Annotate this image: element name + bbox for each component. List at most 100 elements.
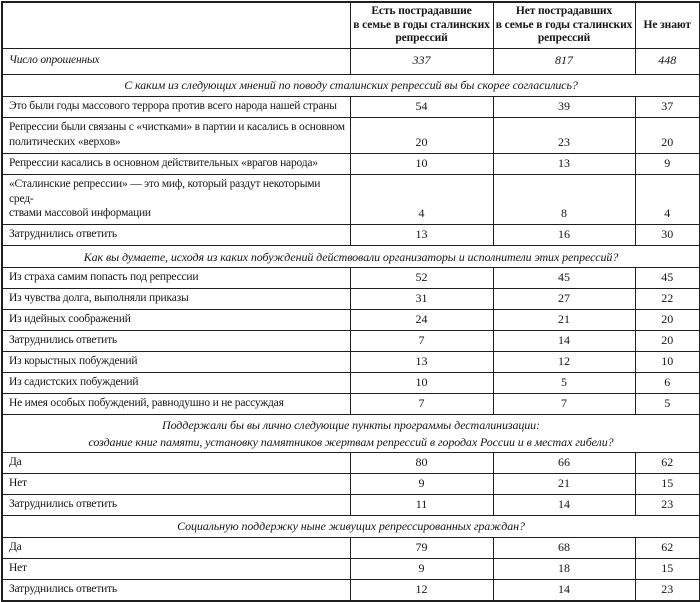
value-cell: 13 — [492, 152, 636, 175]
value-cell: 52 — [349, 267, 494, 290]
value-cell: 31 — [349, 288, 494, 311]
table-row: Из корыстных побуждений 13 12 10 — [1, 351, 700, 374]
header-cell-affected: Есть пострадавшие в семье в годы сталинс… — [349, 1, 494, 49]
row-label: Из идейных соображений — [1, 309, 351, 332]
section-row: Социальную поддержку ныне живущих репрес… — [1, 514, 700, 538]
value-cell: 14 — [492, 493, 636, 516]
value-cell: 7 — [349, 330, 494, 353]
table-row: Нет 9 21 15 — [1, 472, 700, 495]
value-cell: 79 — [349, 536, 494, 559]
row-label: Да — [1, 536, 351, 559]
row-label: Это были годы массового террора против в… — [1, 95, 351, 118]
value-cell: 11 — [349, 493, 494, 516]
value-cell: 30 — [634, 224, 700, 247]
value-cell: 37 — [634, 95, 700, 118]
value-cell: 12 — [492, 351, 636, 374]
value-cell: 5 — [634, 393, 700, 416]
value-cell: 10 — [634, 351, 700, 374]
table-row: Репрессии были связаны с «чистками» в па… — [1, 116, 700, 154]
table-row: Да 79 68 62 — [1, 536, 700, 559]
value-cell: 13 — [349, 224, 494, 247]
value-cell: 45 — [634, 267, 700, 290]
table-row: Затруднились ответить 7 14 20 — [1, 330, 700, 353]
value-cell: 7 — [349, 393, 494, 416]
value-cell: 7 — [492, 393, 636, 416]
table-row: Это были годы массового террора против в… — [1, 95, 700, 118]
header-row: Есть пострадавшие в семье в годы сталинс… — [1, 1, 700, 49]
respondents-value: 448 — [634, 47, 700, 75]
value-cell: 14 — [492, 578, 636, 602]
value-cell: 20 — [634, 330, 700, 353]
table-row: Из чувства долга, выполняли приказы 31 27 2… — [1, 288, 700, 311]
section-row: Как вы думаете, исходя из каких побужден… — [1, 245, 700, 269]
row-label: Репрессии касались в основном действител… — [1, 152, 351, 175]
row-label: Репрессии были связаны с «чистками» в па… — [1, 116, 351, 154]
table-row: Нет 9 18 15 — [1, 557, 700, 580]
value-cell: 13 — [349, 351, 494, 374]
table-row: Затруднились ответить 12 14 23 — [1, 578, 700, 602]
value-cell: 21 — [492, 472, 636, 495]
respondents-label: Число опрошенных — [1, 47, 351, 75]
row-label: Из садистских побуждений — [1, 372, 351, 395]
row-label: Из чувства долга, выполняли приказы — [1, 288, 351, 311]
table-row: Да 80 66 62 — [1, 451, 700, 474]
table-row: Затруднились ответить 11 14 23 — [1, 493, 700, 516]
value-cell: 66 — [492, 451, 636, 474]
value-cell: 10 — [349, 372, 494, 395]
row-label: Затруднились ответить — [1, 330, 351, 353]
table-row: Из садистских побуждений 10 5 6 — [1, 372, 700, 395]
row-label: Затруднились ответить — [1, 578, 351, 602]
value-cell: 9 — [634, 152, 700, 175]
value-cell: 23 — [492, 116, 636, 154]
table-body: Число опрошенных 337 817 448 С каким из след… — [1, 47, 700, 602]
value-cell: 20 — [634, 309, 700, 332]
respondents-value: 817 — [492, 47, 636, 75]
value-cell: 68 — [492, 536, 636, 559]
section-row: Поддержали бы вы лично следующие пункты … — [1, 414, 700, 453]
header-cell-empty — [1, 1, 351, 49]
value-cell: 6 — [634, 372, 700, 395]
row-label: Не имея особых побуждений, равнодушно и … — [1, 393, 351, 416]
value-cell: 20 — [634, 116, 700, 154]
table-row: Репрессии касались в основном действител… — [1, 152, 700, 175]
value-cell: 23 — [634, 493, 700, 516]
value-cell: 24 — [349, 309, 494, 332]
value-cell: 10 — [349, 152, 494, 175]
section-title-4: Социальную поддержку ныне живущих репрес… — [1, 514, 700, 538]
value-cell: 9 — [349, 557, 494, 580]
value-cell: 21 — [492, 309, 636, 332]
value-cell: 16 — [492, 224, 636, 247]
section-title-3: Поддержали бы вы лично следующие пункты … — [1, 414, 700, 453]
value-cell: 80 — [349, 451, 494, 474]
row-label: Нет — [1, 557, 351, 580]
value-cell: 18 — [492, 557, 636, 580]
value-cell: 20 — [349, 116, 494, 154]
value-cell: 15 — [634, 557, 700, 580]
value-cell: 62 — [634, 451, 700, 474]
table-row: Из страха самим попасть под репрессии 52 4… — [1, 267, 700, 290]
value-cell: 23 — [634, 578, 700, 602]
value-cell: 27 — [492, 288, 636, 311]
table-row: Не имея особых побуждений, равнодушно и … — [1, 393, 700, 416]
respondents-value: 337 — [349, 47, 494, 75]
row-label: Затруднились ответить — [1, 493, 351, 516]
section-title-2: Как вы думаете, исходя из каких побужден… — [1, 245, 700, 269]
value-cell: 15 — [634, 472, 700, 495]
value-cell: 14 — [492, 330, 636, 353]
value-cell: 8 — [492, 173, 636, 226]
table-row: «Сталинские репрессии» — это миф, которы… — [1, 173, 700, 226]
value-cell: 62 — [634, 536, 700, 559]
header-cell-not-affected: Нет пострадавших в семье в годы сталинск… — [492, 1, 636, 49]
value-cell: 39 — [492, 95, 636, 118]
row-label: Из страха самим попасть под репрессии — [1, 267, 351, 290]
table-row: Затруднились ответить 13 16 30 — [1, 224, 700, 247]
respondents-row: Число опрошенных 337 817 448 — [1, 47, 700, 75]
row-label: Нет — [1, 472, 351, 495]
value-cell: 4 — [634, 173, 700, 226]
row-label: Из корыстных побуждений — [1, 351, 351, 374]
value-cell: 4 — [349, 173, 494, 226]
value-cell: 22 — [634, 288, 700, 311]
section-title-1: С каким из следующих мнений по поводу ст… — [1, 73, 700, 97]
